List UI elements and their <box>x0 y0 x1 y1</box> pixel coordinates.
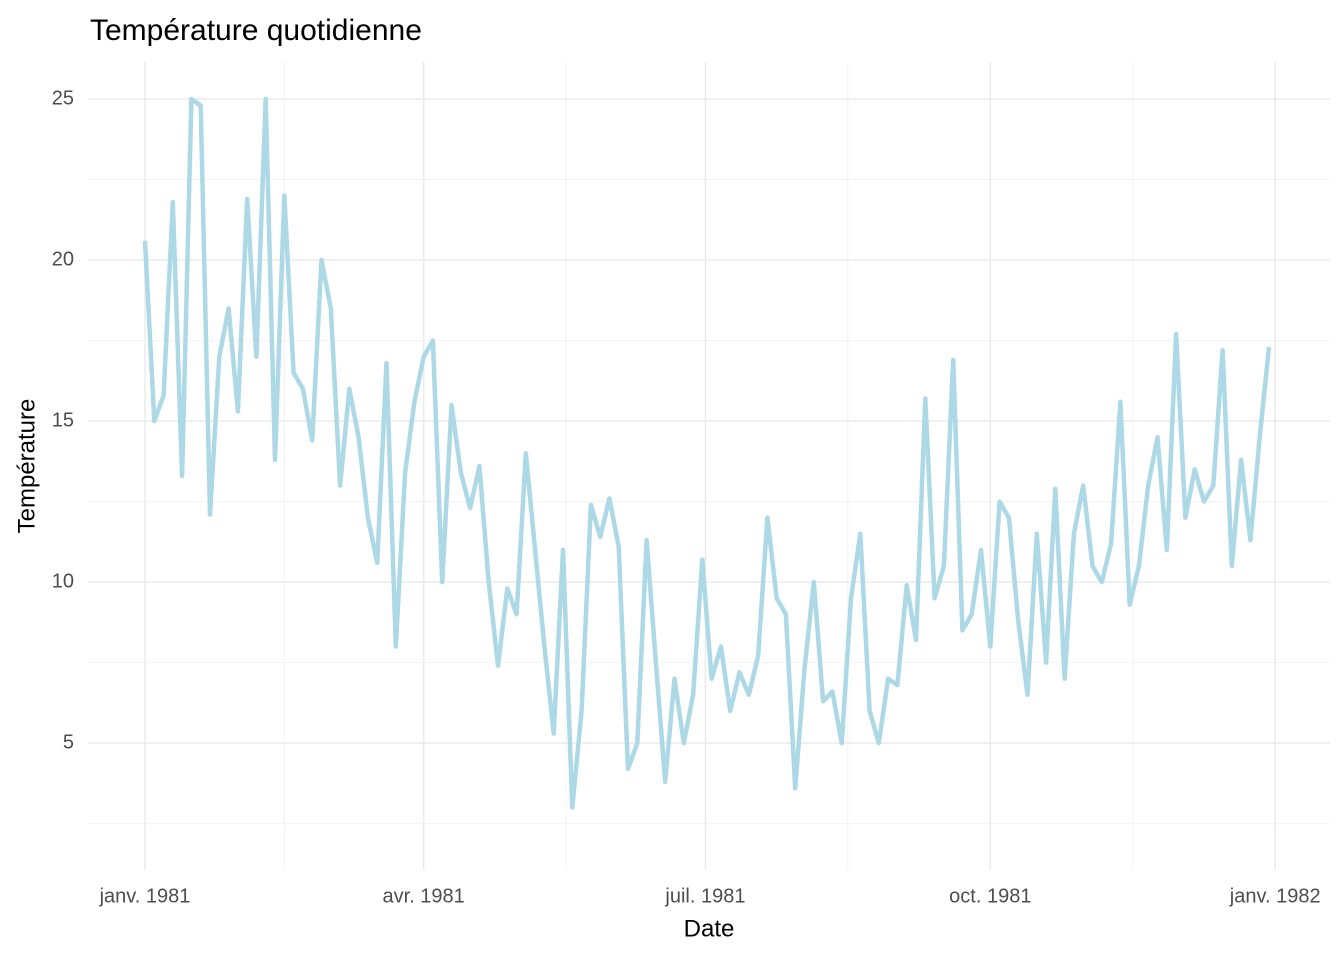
y-tick-label: 10 <box>52 570 74 592</box>
y-tick-label: 20 <box>52 248 74 270</box>
x-tick-label: janv. 1981 <box>99 885 191 907</box>
chart-title: Température quotidienne <box>90 14 422 47</box>
x-tick-label: oct. 1981 <box>949 885 1031 907</box>
data-line <box>142 96 1272 810</box>
y-axis-title: Température <box>13 399 40 534</box>
y-tick-label: 15 <box>52 409 74 431</box>
x-tick-label: avr. 1981 <box>383 885 465 907</box>
x-tick-label: juil. 1981 <box>664 885 745 907</box>
y-tick-label: 5 <box>63 731 74 753</box>
x-axis-title: Date <box>684 915 735 942</box>
y-tick-label: 25 <box>52 87 74 109</box>
x-tick-label: janv. 1982 <box>1229 885 1321 907</box>
